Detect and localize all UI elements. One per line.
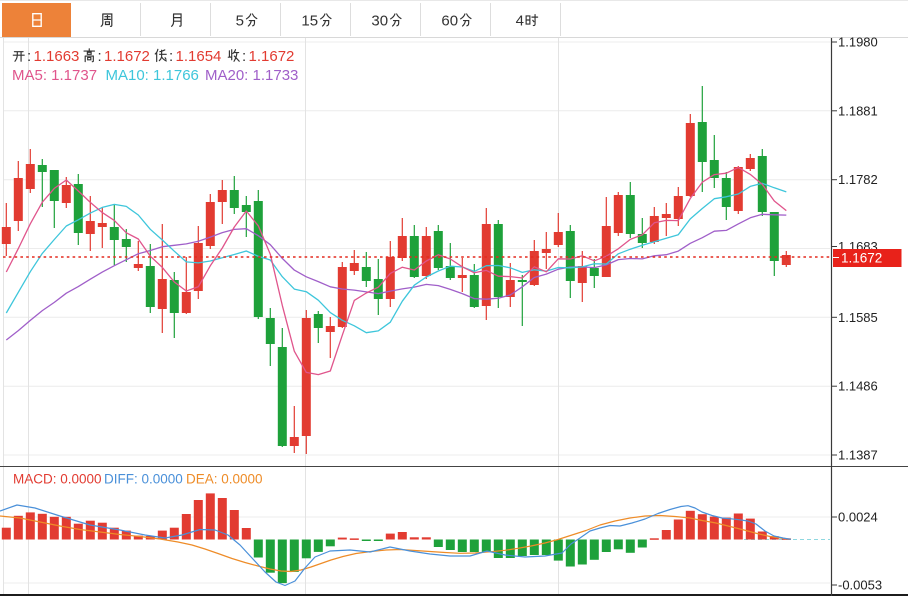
svg-text:MACD: 0.0000: MACD: 0.0000 bbox=[13, 472, 102, 487]
svg-text:DIFF: 0.0000: DIFF: 0.0000 bbox=[104, 472, 183, 487]
svg-text:DEA: 0.0000: DEA: 0.0000 bbox=[186, 472, 263, 487]
svg-text:1.1980: 1.1980 bbox=[838, 35, 878, 50]
svg-text:1.1654: 1.1654 bbox=[176, 48, 222, 65]
svg-text:1.1782: 1.1782 bbox=[838, 172, 878, 187]
svg-text:4: 4 bbox=[516, 13, 524, 30]
svg-text:1.1585: 1.1585 bbox=[838, 310, 878, 325]
svg-text:1.1672: 1.1672 bbox=[841, 251, 882, 266]
svg-text:1.1672: 1.1672 bbox=[249, 48, 295, 65]
svg-text:1.1881: 1.1881 bbox=[838, 103, 878, 118]
svg-text:-0.0053: -0.0053 bbox=[838, 578, 882, 593]
svg-text:30: 30 bbox=[371, 13, 388, 30]
svg-text:60: 60 bbox=[441, 13, 458, 30]
svg-text:1.1486: 1.1486 bbox=[838, 379, 878, 394]
svg-text:0.0024: 0.0024 bbox=[838, 510, 878, 525]
svg-text::: : bbox=[98, 48, 102, 65]
svg-text:5: 5 bbox=[236, 13, 244, 30]
svg-text::: : bbox=[242, 48, 246, 65]
svg-text::: : bbox=[27, 48, 31, 65]
svg-text:MA10: 1.1766: MA10: 1.1766 bbox=[106, 67, 199, 84]
svg-text:15: 15 bbox=[301, 13, 318, 30]
svg-text:1.1663: 1.1663 bbox=[34, 48, 80, 65]
svg-text::: : bbox=[169, 48, 173, 65]
svg-text:1.1387: 1.1387 bbox=[838, 448, 878, 463]
svg-text:MA5: 1.1737: MA5: 1.1737 bbox=[12, 67, 97, 84]
svg-text:MA20: 1.1733: MA20: 1.1733 bbox=[205, 67, 298, 84]
svg-text:1.1672: 1.1672 bbox=[104, 48, 150, 65]
